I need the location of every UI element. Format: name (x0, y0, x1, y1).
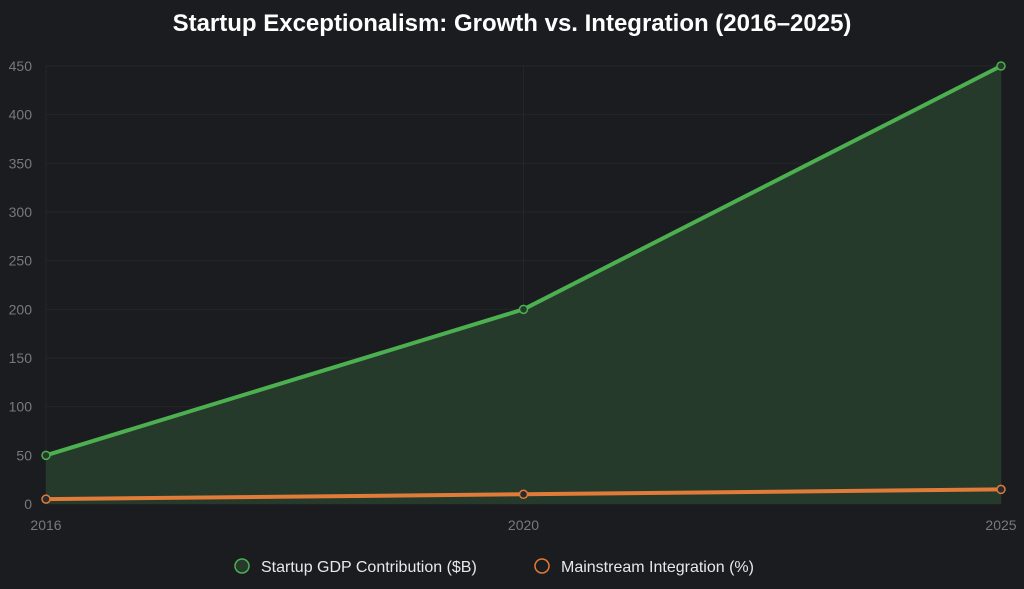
y-tick-label: 300 (9, 204, 33, 220)
data-point (518, 304, 529, 315)
data-point (518, 489, 529, 500)
legend-marker-icon (234, 558, 250, 574)
y-tick-label: 50 (16, 447, 32, 463)
y-tick-label: 450 (9, 58, 33, 74)
y-tick-label: 100 (9, 399, 33, 415)
data-point (996, 61, 1006, 71)
x-axis: 2016 2020 2025 (30, 517, 1016, 533)
y-tick-label: 250 (9, 253, 33, 269)
legend-label: Startup GDP Contribution ($B) (261, 559, 477, 576)
series-layer (41, 61, 1006, 504)
y-axis: 0 50 100 150 200 250 300 350 400 450 (9, 58, 33, 512)
chart-title: Startup Exceptionalism: Growth vs. Integ… (173, 10, 852, 37)
legend[interactable]: Startup GDP Contribution ($B) Mainstream … (234, 558, 754, 576)
series-area-0 (46, 66, 1001, 504)
y-tick-label: 400 (9, 107, 33, 123)
data-point (41, 450, 51, 461)
legend-marker-icon (534, 558, 550, 574)
data-point (41, 494, 51, 504)
y-tick-label: 0 (24, 496, 32, 512)
x-tick-label: 2025 (985, 517, 1016, 533)
x-tick-label: 2016 (30, 517, 61, 533)
x-tick-label: 2020 (508, 517, 539, 533)
legend-label: Mainstream Integration (%) (561, 559, 754, 576)
y-tick-label: 350 (9, 155, 33, 171)
y-tick-label: 150 (9, 350, 33, 366)
y-tick-label: 200 (9, 301, 33, 317)
data-point (996, 484, 1006, 495)
